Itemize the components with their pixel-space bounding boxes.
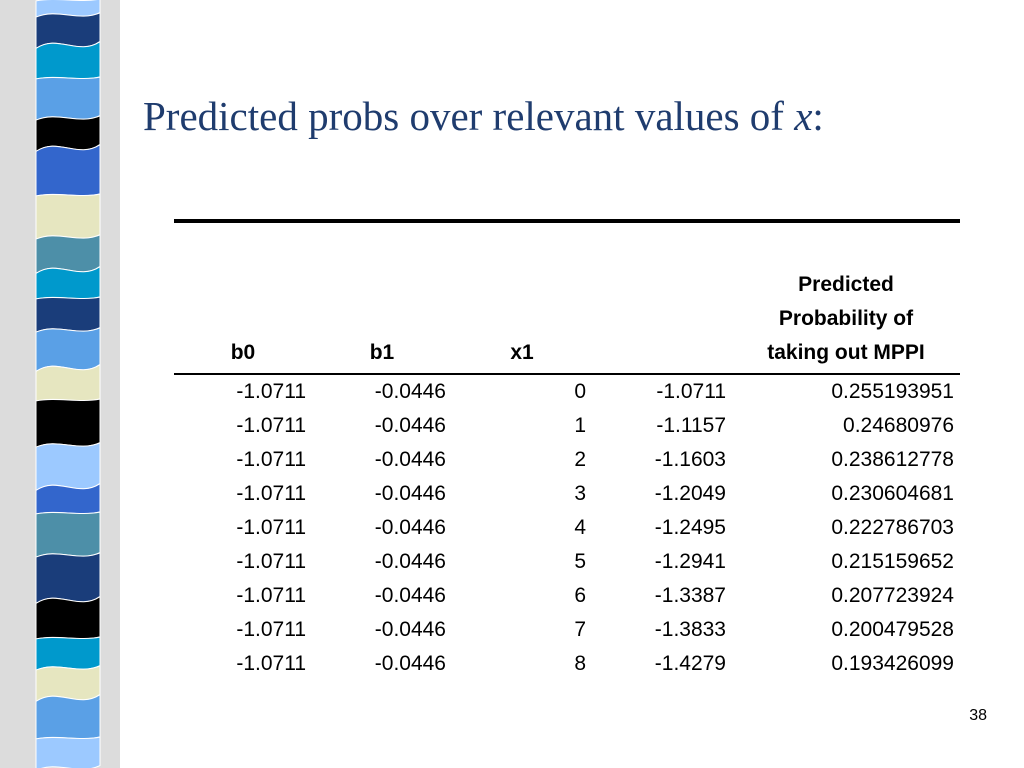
stripe-segment: [35, 595, 101, 640]
header-predicted-probability: Predicted Probability of taking out MPPI: [732, 268, 960, 375]
table-header-row: b0 b1 x1 Predicted Probability of taking…: [174, 268, 960, 375]
cell-b1: -0.0446: [374, 380, 446, 403]
cell-linear-predictor: -1.3387: [654, 584, 726, 607]
cell-b1: -0.0446: [374, 482, 446, 505]
table-row: -1.0711 -0.0446 8 -1.4279 0.193426099: [174, 647, 960, 681]
table-row: -1.0711 -0.0446 5 -1.2941 0.215159652: [174, 545, 960, 579]
cell-predicted-probability: 0.207723924: [831, 584, 954, 607]
table-top-rule: [174, 219, 960, 223]
cell-b0: -1.0711: [236, 482, 306, 505]
cell-b1: -0.0446: [374, 550, 446, 573]
cell-b1: -0.0446: [374, 584, 446, 607]
cell-linear-predictor: -1.1157: [656, 414, 726, 437]
cell-x1: 4: [574, 516, 586, 539]
stripe-segment: [35, 12, 101, 50]
stripe-segment: [35, 693, 101, 740]
cell-b1: -0.0446: [374, 414, 446, 437]
cell-x1: 8: [574, 652, 586, 675]
stripe-segment: [35, 736, 101, 768]
stripe-segment: [35, 40, 101, 80]
table-row: -1.0711 -0.0446 2 -1.1603 0.238612778: [174, 443, 960, 477]
table-row: -1.0711 -0.0446 0 -1.0711 0.255193951: [174, 374, 960, 409]
cell-x1: 7: [574, 618, 586, 641]
decorative-stripe-band: [0, 0, 120, 768]
stripe-segment: [35, 665, 101, 703]
page-number: 38: [969, 707, 987, 724]
title-text: Predicted probs over relevant values of: [143, 93, 795, 139]
cell-x1: 6: [574, 584, 586, 607]
cell-x1: 0: [574, 380, 586, 403]
header-linear-predictor: [592, 268, 732, 375]
cell-b1: -0.0446: [374, 448, 446, 471]
stripe-segment: [35, 143, 101, 197]
stripe-segment: [35, 636, 101, 672]
header-x1: x1: [452, 268, 592, 375]
table-row: -1.0711 -0.0446 3 -1.2049 0.230604681: [174, 477, 960, 511]
stripe-pattern: [0, 0, 120, 768]
cell-x1: 3: [574, 482, 586, 505]
stripe-segment: [35, 76, 101, 122]
header-prob-line2: Probability of: [778, 307, 914, 330]
stripe-segment: [35, 398, 101, 449]
stripe-segment: [35, 115, 101, 153]
header-prob-line1: Predicted: [798, 273, 894, 296]
cell-b0: -1.0711: [236, 516, 306, 539]
title-variable: x: [794, 93, 813, 139]
table-row: -1.0711 -0.0446 6 -1.3387 0.207723924: [174, 579, 960, 613]
table-row: -1.0711 -0.0446 4 -1.2495 0.222786703: [174, 511, 960, 545]
cell-predicted-probability: 0.193426099: [831, 652, 954, 675]
cell-predicted-probability: 0.200479528: [831, 618, 954, 641]
stripe-segment: [35, 442, 101, 492]
cell-predicted-probability: 0.222786703: [831, 516, 954, 539]
cell-linear-predictor: -1.2049: [654, 482, 726, 505]
stripe-segment: [35, 552, 101, 605]
cell-predicted-probability: 0.230604681: [831, 482, 954, 505]
cell-predicted-probability: 0.24680976: [843, 414, 954, 437]
stripe-segment: [35, 363, 101, 402]
cell-b0: -1.0711: [236, 550, 306, 573]
cell-linear-predictor: -1.1603: [654, 448, 726, 471]
stripe-segment: [35, 296, 101, 334]
cell-x1: 1: [574, 414, 586, 437]
cell-predicted-probability: 0.215159652: [831, 550, 954, 573]
cell-x1: 2: [574, 448, 586, 471]
slide-title: Predicted probs over relevant values of …: [143, 92, 824, 140]
stripe-segment: [35, 327, 101, 373]
cell-b0: -1.0711: [236, 414, 306, 437]
cell-linear-predictor: -1.2941: [654, 550, 726, 573]
cell-linear-predictor: -1.2495: [654, 516, 726, 539]
title-suffix: :: [812, 93, 824, 139]
cell-b0: -1.0711: [236, 652, 306, 675]
cell-x1: 5: [574, 550, 586, 573]
prediction-table: b0 b1 x1 Predicted Probability of taking…: [174, 268, 960, 681]
prediction-table-container: b0 b1 x1 Predicted Probability of taking…: [174, 219, 960, 681]
stripe-segment: [35, 234, 101, 275]
stripe-segment: [35, 265, 101, 300]
header-b0: b0: [174, 268, 312, 375]
stripe-segment: [35, 511, 101, 559]
cell-predicted-probability: 0.255193951: [831, 380, 954, 403]
cell-linear-predictor: -1.0711: [656, 380, 726, 403]
stripe-segment: [35, 193, 101, 241]
cell-linear-predictor: -1.4279: [654, 652, 726, 675]
header-prob-line3: taking out MPPI: [767, 341, 925, 364]
table-body: -1.0711 -0.0446 0 -1.0711 0.255193951 -1.0711…: [174, 374, 960, 681]
cell-b1: -0.0446: [374, 516, 446, 539]
cell-b0: -1.0711: [236, 448, 306, 471]
header-b1: b1: [312, 268, 452, 375]
cell-b0: -1.0711: [236, 618, 306, 641]
cell-b1: -0.0446: [374, 618, 446, 641]
stripe-segment: [35, 482, 101, 515]
cell-b0: -1.0711: [236, 380, 306, 403]
cell-b1: -0.0446: [374, 652, 446, 675]
table-row: -1.0711 -0.0446 7 -1.3833 0.200479528: [174, 613, 960, 647]
cell-predicted-probability: 0.238612778: [831, 448, 954, 471]
cell-b0: -1.0711: [236, 584, 306, 607]
table-row: -1.0711 -0.0446 1 -1.1157 0.24680976: [174, 409, 960, 443]
cell-linear-predictor: -1.3833: [654, 618, 726, 641]
